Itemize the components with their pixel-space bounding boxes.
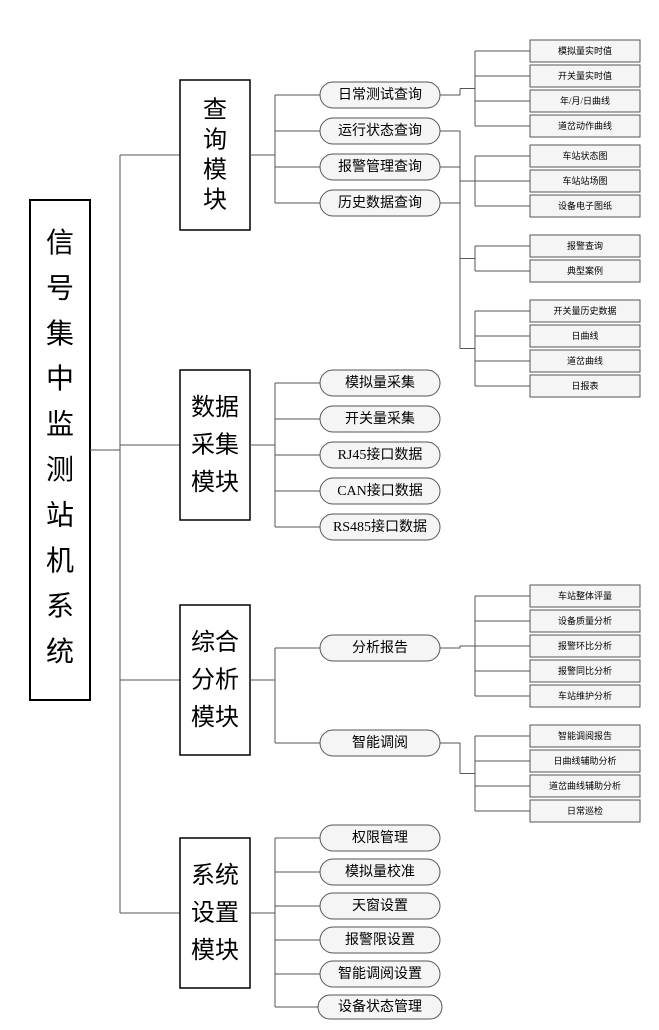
pill-label: 智能调阅 [352, 735, 408, 751]
pill-label: RJ45接口数据 [338, 446, 423, 463]
module-label: 模块 [191, 469, 239, 496]
leaf-label: 车站整体评量 [558, 590, 612, 601]
root-label: 监 [46, 409, 74, 441]
module-label: 模块 [191, 937, 239, 964]
leaf-label: 开关量实时值 [558, 70, 612, 81]
pill-label: 报警限设置 [345, 932, 415, 948]
leaf-label: 日报表 [571, 380, 598, 391]
pill-label: RS485接口数据 [333, 518, 427, 535]
tree-diagram: 信号集中监测站机系统查询模块日常测试查询模拟量实时值开关量实时值年/月/日曲线道… [10, 10, 659, 1020]
pill-label: 运行状态查询 [338, 123, 422, 139]
leaf-label: 设备质量分析 [558, 615, 612, 626]
leaf-label: 日曲线 [571, 330, 598, 341]
leaf-label: 日常巡检 [567, 805, 603, 816]
root-label: 集 [46, 318, 74, 350]
leaf-label: 车站维护分析 [558, 690, 612, 701]
module-label: 采集 [191, 432, 239, 459]
pill-label: 模拟量校准 [345, 863, 415, 880]
module-label: 块 [203, 187, 227, 214]
leaf-label: 智能调阅报告 [558, 730, 612, 741]
leaf-label: 车站站场图 [562, 175, 607, 186]
leaf-label: 道岔曲线 [567, 355, 603, 366]
root-label: 中 [46, 363, 74, 395]
pill-label: CAN接口数据 [337, 482, 423, 499]
root-label: 测 [46, 455, 74, 486]
pill-label: 历史数据查询 [338, 195, 422, 211]
leaf-label: 典型案例 [567, 265, 603, 276]
pill-label: 分析报告 [352, 640, 408, 656]
pill-label: 天窗设置 [352, 897, 408, 914]
module-label: 分析 [191, 667, 239, 694]
pill-label: 开关量采集 [345, 410, 415, 427]
pill-label: 报警管理查询 [338, 159, 422, 175]
leaf-label: 日曲线辅助分析 [553, 755, 616, 766]
root-label: 信 [46, 227, 74, 259]
module-label: 设置 [191, 900, 239, 927]
root-label: 统 [46, 636, 74, 668]
module-label: 综合 [191, 629, 239, 656]
leaf-label: 模拟量实时值 [558, 45, 612, 56]
module-label: 模块 [191, 704, 239, 731]
module-label: 询 [203, 127, 227, 154]
root-label: 机 [46, 545, 74, 577]
pill-label: 智能调阅设置 [338, 966, 422, 982]
pill-label: 模拟量采集 [345, 374, 415, 391]
root-label: 站 [46, 500, 74, 532]
leaf-label: 开关量历史数据 [553, 305, 616, 316]
root-label: 系 [46, 591, 74, 623]
leaf-label: 车站状态图 [562, 150, 607, 161]
leaf-label: 道岔动作曲线 [558, 120, 612, 131]
leaf-label: 报警环比分析 [558, 640, 612, 651]
module-label: 查 [203, 97, 227, 124]
leaf-label: 年/月/日曲线 [560, 95, 610, 106]
leaf-label: 报警同比分析 [558, 665, 612, 676]
module-label: 模 [203, 157, 227, 184]
module-label: 系统 [191, 862, 239, 889]
leaf-label: 设备电子图纸 [558, 200, 612, 211]
pill-label: 权限管理 [352, 830, 408, 846]
leaf-label: 道岔曲线辅助分析 [549, 780, 621, 791]
leaf-label: 报警查询 [567, 240, 603, 251]
pill-label: 日常测试查询 [338, 87, 422, 103]
pill-label: 设备状态管理 [338, 998, 422, 1015]
root-label: 号 [46, 273, 74, 304]
module-label: 数据 [191, 394, 239, 421]
